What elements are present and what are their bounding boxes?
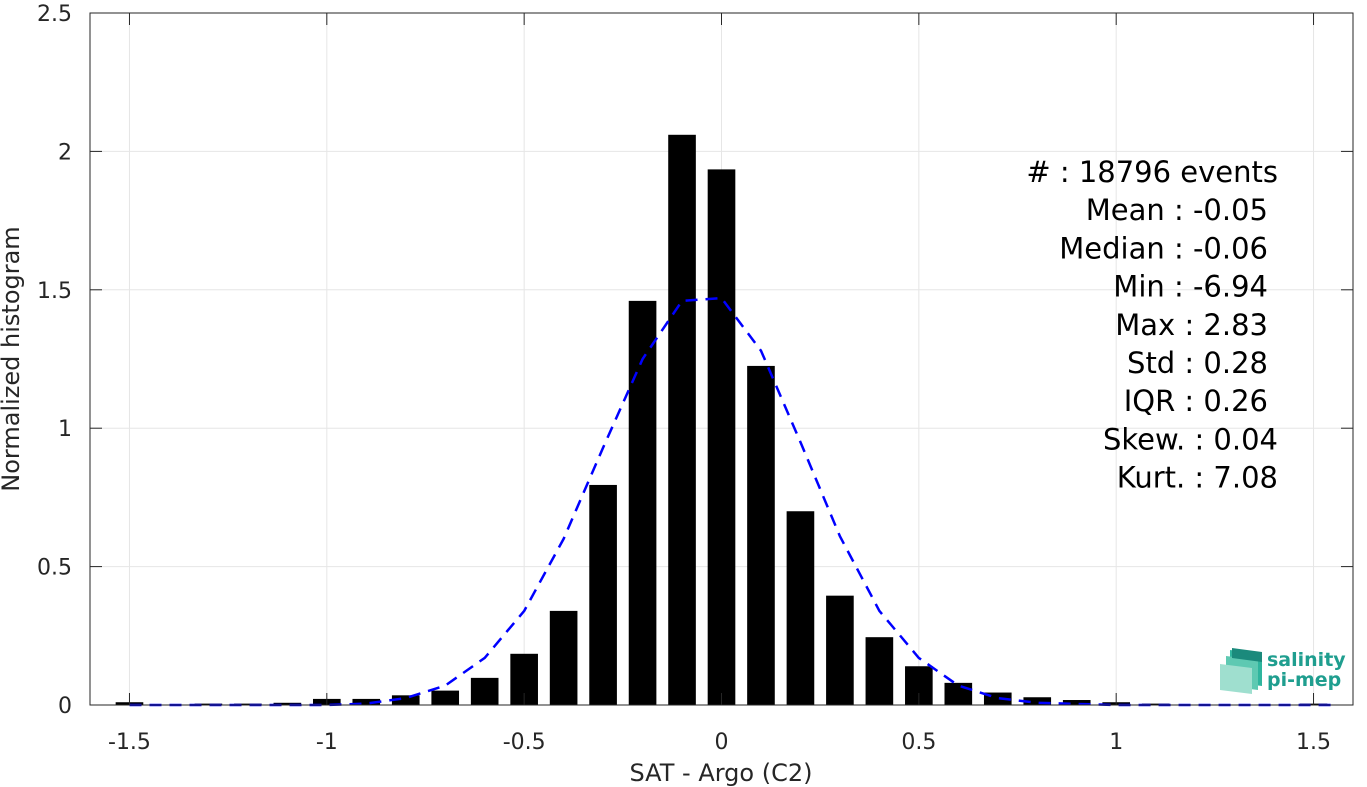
histogram-bar [1062, 700, 1091, 705]
histogram-bar [391, 695, 420, 705]
x-tick-label: -0.5 [503, 730, 546, 755]
histogram-bar [668, 134, 696, 706]
histogram-bar [352, 698, 381, 705]
histogram-bar [1023, 697, 1052, 705]
x-tick-label: 0 [715, 730, 729, 755]
histogram-bars [115, 134, 1328, 706]
axes [89, 12, 1354, 706]
y-tick-label: 2 [58, 140, 72, 165]
logo-line1: salinity [1267, 649, 1346, 671]
histogram-bar [865, 637, 894, 705]
histogram-bar [707, 169, 736, 706]
histogram-bar [234, 703, 262, 705]
stats-line: Mean : -0.05 [1086, 193, 1268, 227]
histogram-bar [194, 703, 223, 705]
histogram-bar [944, 682, 973, 705]
y-tick-label: 0 [58, 694, 72, 719]
y-axis-label: Normalized histogram [0, 226, 25, 491]
stats-line: IQR : 0.26 [1124, 384, 1268, 418]
salinity-pimep-logo: salinity pi-mep [1220, 648, 1346, 694]
histogram-bar [1141, 703, 1170, 705]
histogram-bar [273, 702, 302, 705]
stats-line: Std : 0.28 [1127, 346, 1268, 380]
logo-mark-icon [1220, 648, 1262, 694]
y-tick-label: 0.5 [37, 556, 72, 581]
y-tick-label: 1 [58, 417, 72, 442]
x-tick-label: 1.5 [1296, 730, 1331, 755]
stats-line: Skew. : 0.04 [1103, 422, 1278, 456]
x-tick-label: 1 [1109, 730, 1123, 755]
y-tick-label: 1.5 [37, 279, 72, 304]
x-tick-label: -1.5 [108, 730, 151, 755]
y-tick-label: 2.5 [37, 2, 72, 27]
histogram-bar [589, 484, 617, 705]
stats-line: Kurt. : 7.08 [1117, 461, 1278, 495]
stats-line: Median : -0.06 [1059, 231, 1268, 265]
histogram-bar [431, 690, 460, 705]
histogram-bar [786, 511, 815, 705]
stats-line: Min : -6.94 [1113, 270, 1268, 304]
histogram-bar [747, 365, 775, 705]
x-tick-label: -1 [316, 730, 338, 755]
histogram-bar [826, 595, 854, 705]
x-axis-label: SAT - Argo (C2) [630, 759, 813, 787]
stats-box: # : 18796 events Mean : -0.05 Median : -0.… [1026, 155, 1278, 495]
stats-line: Max : 2.83 [1115, 308, 1268, 342]
logo-line2: pi-mep [1267, 669, 1341, 691]
histogram-bar [549, 610, 578, 705]
histogram-bar [628, 300, 657, 705]
stats-line: # : 18796 events [1026, 155, 1278, 189]
x-tick-label: 0.5 [901, 730, 936, 755]
tick-labels: -1.5 -1 -0.5 0 0.5 1 1.5 0 0.5 1 1.5 2 2.5 [37, 2, 1331, 755]
histogram-bar [470, 677, 499, 705]
